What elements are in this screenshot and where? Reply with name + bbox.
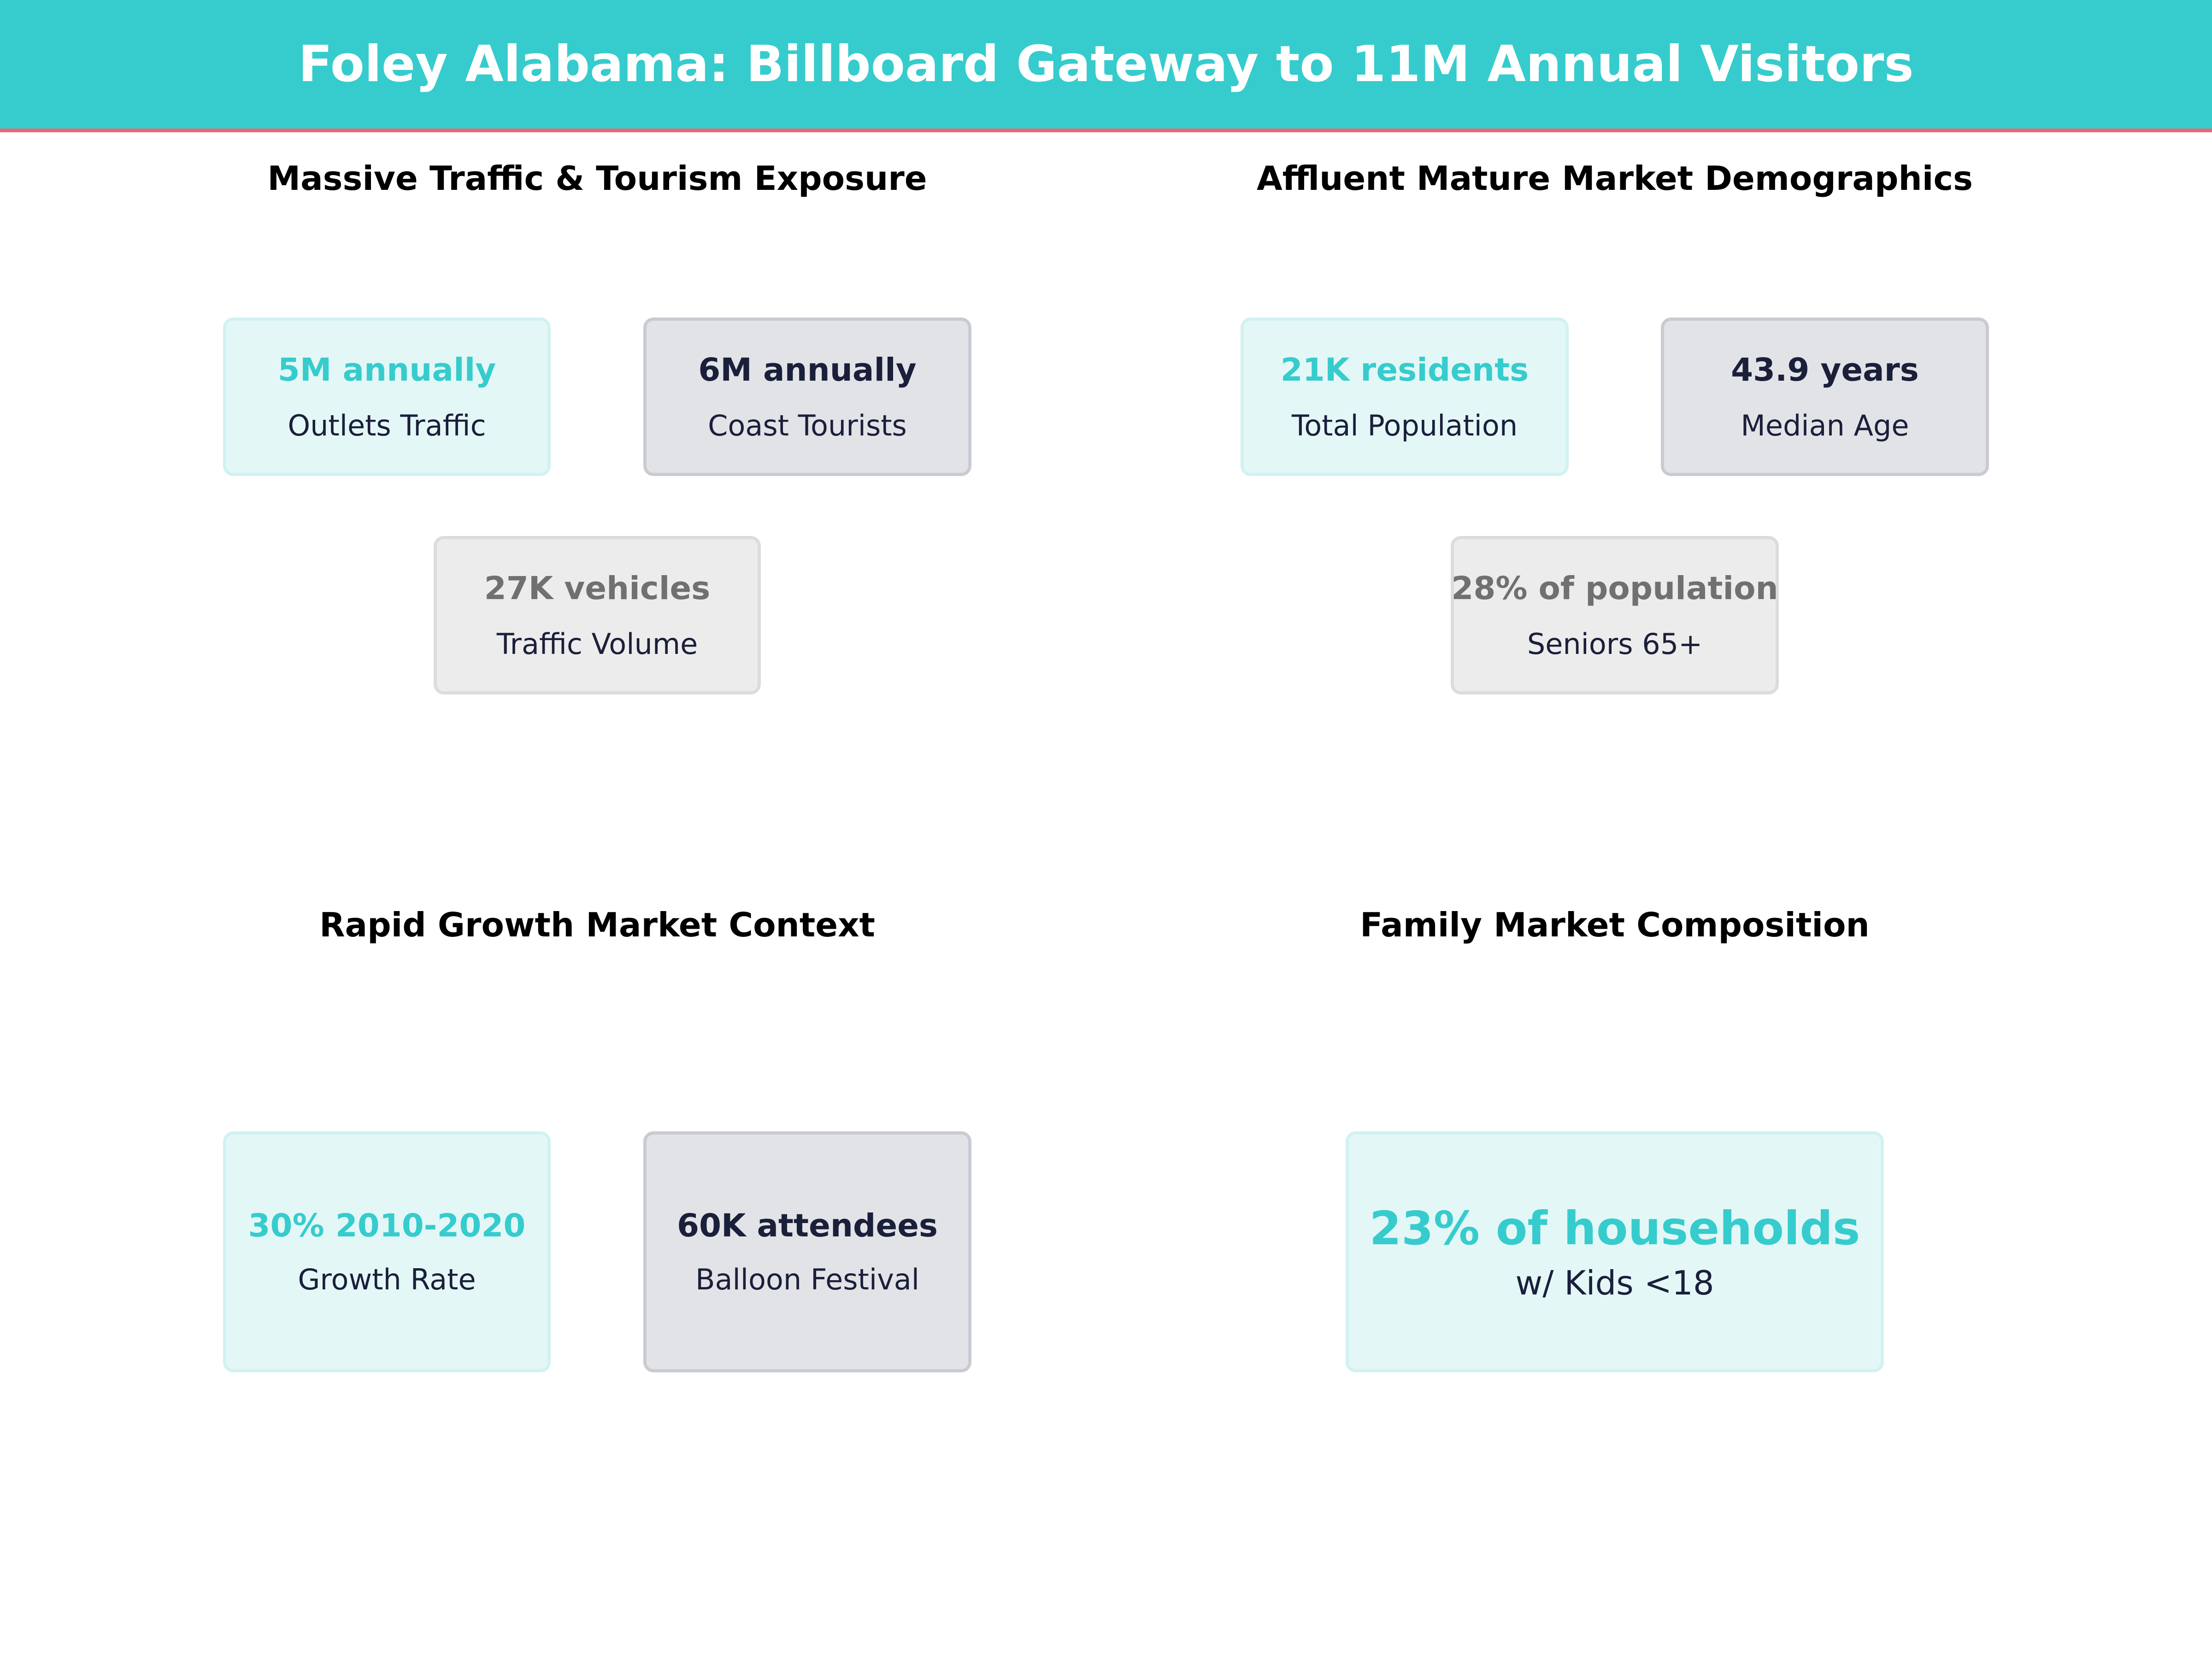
stat-card-outlets-traffic: 5M annually Outlets Traffic <box>223 318 551 476</box>
stat-card-households-kids: 23% of households w/ Kids <18 <box>1346 1131 1884 1372</box>
stat-card-balloon-festival: 60K attendees Balloon Festival <box>643 1131 971 1372</box>
stat-value: 43.9 years <box>1731 351 1919 388</box>
stat-card-median-age: 43.9 years Median Age <box>1661 318 1989 476</box>
stat-card-total-population: 21K residents Total Population <box>1241 318 1569 476</box>
stat-card-growth-rate: 30% 2010-2020 Growth Rate <box>223 1131 551 1372</box>
stat-label: w/ Kids <18 <box>1515 1264 1714 1302</box>
stat-label: Traffic Volume <box>496 627 698 661</box>
header-accent-line <box>0 129 2212 132</box>
section-title-growth: Rapid Growth Market Context <box>319 906 875 944</box>
stat-value: 23% of households <box>1369 1201 1860 1255</box>
stat-label: Total Population <box>1291 408 1518 442</box>
stat-card-seniors: 28% of population Seniors 65+ <box>1451 536 1779 694</box>
section-title-traffic: Massive Traffic & Tourism Exposure <box>267 159 927 198</box>
stat-value: 21K residents <box>1280 351 1529 388</box>
section-title-family: Family Market Composition <box>1360 906 1870 944</box>
stat-label: Balloon Festival <box>695 1263 919 1296</box>
stat-label: Growth Rate <box>298 1263 476 1296</box>
stat-value: 60K attendees <box>677 1207 938 1244</box>
section-title-demographics: Affluent Mature Market Demographics <box>1257 159 1973 198</box>
stat-value: 30% 2010-2020 <box>248 1207 526 1244</box>
stat-label: Median Age <box>1741 408 1909 442</box>
stat-label: Coast Tourists <box>708 408 907 442</box>
stat-label: Seniors 65+ <box>1527 627 1703 661</box>
stat-value: 5M annually <box>277 351 496 388</box>
page-title: Foley Alabama: Billboard Gateway to 11M … <box>298 35 1914 93</box>
stat-value: 27K vehicles <box>484 570 711 607</box>
stat-value: 6M annually <box>698 351 917 388</box>
stat-card-coast-tourists: 6M annually Coast Tourists <box>643 318 971 476</box>
stat-card-traffic-volume: 27K vehicles Traffic Volume <box>434 536 761 694</box>
stat-value: 28% of population <box>1451 570 1778 607</box>
header-banner <box>0 0 2212 129</box>
stat-label: Outlets Traffic <box>288 408 486 442</box>
